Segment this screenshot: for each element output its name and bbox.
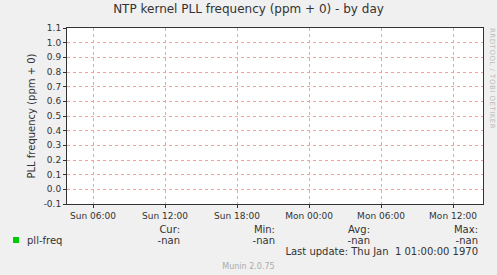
html-text:-nan: -nan (157, 235, 180, 246)
svg-text:0.7: 0.7 (47, 82, 61, 92)
html-text:Min:: Min: (253, 224, 275, 235)
svg-text:0.8: 0.8 (47, 67, 62, 77)
svg-text:Mon 00:00: Mon 00:00 (285, 211, 333, 221)
svg-text:Sun 06:00: Sun 06:00 (70, 211, 116, 221)
html-text:Max:: Max: (454, 224, 478, 235)
svg-text:0.2: 0.2 (47, 155, 61, 165)
html-text:-nan: -nan (347, 235, 370, 246)
svg-text:0.5: 0.5 (47, 111, 61, 121)
svg-text:0.4: 0.4 (47, 126, 62, 136)
html-text:Avg:: Avg: (348, 224, 370, 235)
html-text:pll-freq: pll-freq (27, 235, 63, 246)
html-text:RRDTOOL / TOBI OETIKER: RRDTOOL / TOBI OETIKER (488, 28, 496, 130)
svg-text:NTP kernel PLL frequency (ppm: NTP kernel PLL frequency (ppm + 0) - by … (113, 2, 384, 16)
html-text:Cur:: Cur: (159, 224, 180, 235)
svg-text:Mon 12:00: Mon 12:00 (429, 211, 477, 221)
svg-text:Mon 06:00: Mon 06:00 (357, 211, 405, 221)
svg-text:Sun 12:00: Sun 12:00 (142, 211, 188, 221)
svg-text:0.3: 0.3 (47, 140, 61, 150)
svg-text:1.1: 1.1 (47, 23, 61, 33)
svg-text:0.1: 0.1 (47, 170, 61, 180)
html-text:-nan: -nan (455, 235, 478, 246)
svg-text:-0.1: -0.1 (44, 199, 62, 209)
svg-text:0.6: 0.6 (47, 96, 62, 106)
svg-text:0.0: 0.0 (47, 184, 62, 194)
html-text:Last update: Thu Jan 1 01:00:0: Last update: Thu Jan 1 01:00:00 1970 (285, 246, 478, 257)
svg-text:1.0: 1.0 (47, 38, 62, 48)
svg-text:0.9: 0.9 (47, 52, 62, 62)
svg-text:Sun 18:00: Sun 18:00 (214, 211, 260, 221)
html-text:Munin 2.0.75: Munin 2.0.75 (222, 262, 275, 271)
svg-text:PLL frequency (ppm + 0): PLL frequency (ppm + 0) (26, 53, 37, 178)
html-text:-nan: -nan (252, 235, 275, 246)
